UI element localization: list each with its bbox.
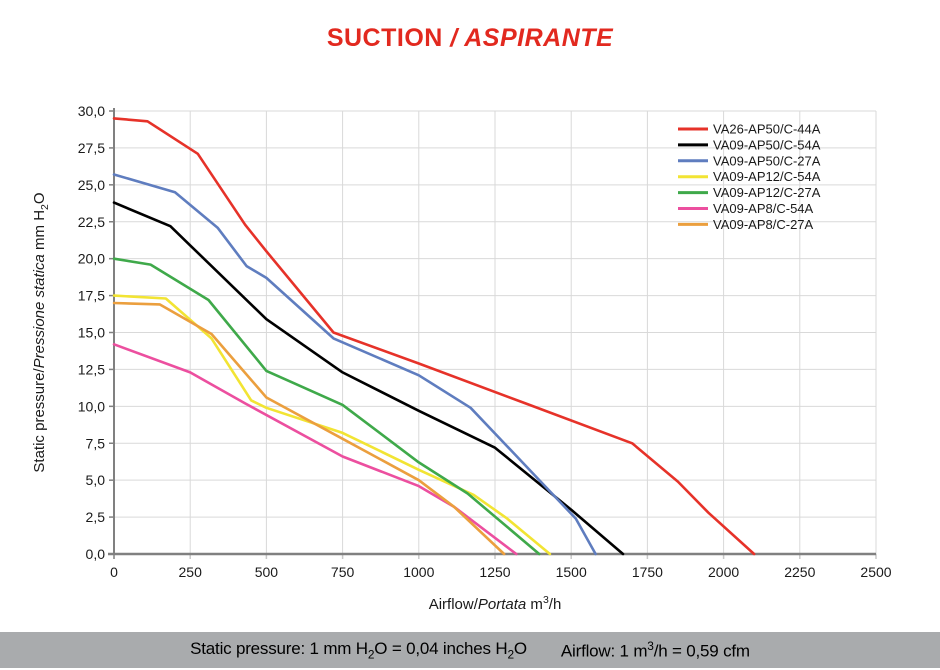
legend-label: VA09-AP50/C-27A (713, 153, 821, 168)
legend-label: VA09-AP12/C-27A (713, 185, 821, 200)
text-part: 3 (542, 594, 549, 606)
legend-item: VA09-AP12/C-27A (678, 185, 821, 200)
legend-label: VA26-AP50/C-44A (713, 122, 821, 137)
text-part: 3 (647, 638, 654, 653)
text-part: m (526, 596, 543, 613)
text-part: mm H (31, 209, 48, 255)
legend-label: VA09-AP50/C-54A (713, 137, 821, 152)
text-part: /h = 0,59 cfm (653, 641, 750, 661)
footer-note-pressure: Static pressure: 1 mm H2O = 0,04 inches … (190, 639, 527, 661)
series-line-VA09-AP50/C-27A (112, 173, 597, 556)
y-tick-label: 2,5 (86, 509, 106, 525)
series-line-VA09-AP50/C-54A (112, 201, 625, 556)
page-title: SUCTION / ASPIRANTE (0, 24, 940, 53)
x-tick-label: 500 (255, 564, 279, 580)
x-tick-label: 1000 (403, 564, 434, 580)
text-part: 2 (507, 647, 514, 662)
text-part: 2 (367, 647, 375, 662)
legend-label: VA09-AP8/C-27A (713, 217, 814, 232)
y-tick-label: 30,0 (78, 103, 105, 119)
y-tick-label: 27,5 (78, 140, 105, 156)
y-axis-title: Static pressure/Pressione statica mm H2O (31, 111, 53, 554)
series-line-VA09-AP8/C-27A (112, 301, 506, 556)
text-part: Airflow/ (428, 596, 478, 613)
text-part: / ASPIRANTE (450, 24, 614, 52)
x-tick-label: 250 (179, 564, 203, 580)
y-tick-label: 10,0 (78, 398, 105, 414)
text-part: Airflow: 1 m (560, 641, 648, 661)
text-part: 2 (39, 204, 51, 210)
x-tick-label: 1500 (556, 564, 587, 580)
series-line-VA09-AP8/C-54A (112, 342, 518, 556)
y-tick-label: 5,0 (86, 472, 106, 488)
y-tick-label: 17,5 (78, 288, 105, 304)
legend-item: VA09-AP50/C-54A (678, 137, 821, 152)
legend-item: VA26-AP50/C-44A (678, 122, 821, 137)
x-tick-label: 1750 (632, 564, 663, 580)
y-tick-label: 20,0 (78, 251, 105, 267)
x-tick-label: 750 (331, 564, 355, 580)
x-axis-title: Airflow/Portata m3/h (114, 594, 876, 613)
text-part: /h (548, 596, 562, 613)
x-tick-label: 2250 (784, 564, 815, 580)
y-tick-label: 22,5 (78, 214, 105, 230)
text-part: Static pressure: 1 mm H (190, 638, 368, 658)
footer-note-airflow: Airflow: 1 m3/h = 0,59 cfm (561, 639, 750, 662)
series-line-VA09-AP12/C-27A (112, 257, 541, 556)
y-tick-label: 12,5 (78, 361, 105, 377)
y-tick-label: 15,0 (78, 325, 105, 341)
text-part: O (513, 638, 527, 658)
y-tick-label: 25,0 (78, 177, 105, 193)
legend-item: VA09-AP50/C-27A (678, 153, 821, 168)
legend-label: VA09-AP12/C-54A (713, 169, 821, 184)
series-line-VA26-AP50/C-44A (112, 117, 756, 556)
x-tick-label: 2500 (860, 564, 891, 580)
y-tick-label: 0,0 (86, 546, 106, 562)
y-tick-label: 7,5 (86, 435, 106, 451)
text-part: O (31, 192, 48, 205)
footer-bar: Static pressure: 1 mm H2O = 0,04 inches … (0, 632, 940, 668)
text-part: Portata (477, 596, 527, 613)
legend-item: VA09-AP12/C-54A (678, 169, 821, 184)
legend-item: VA09-AP8/C-27A (678, 217, 814, 232)
x-tick-label: 2000 (708, 564, 739, 580)
series-line-VA09-AP12/C-54A (112, 294, 552, 556)
x-tick-label: 0 (110, 564, 118, 580)
text-part: SUCTION (326, 24, 451, 52)
legend-label: VA09-AP8/C-54A (713, 201, 814, 216)
x-tick-label: 1250 (479, 564, 510, 580)
text-part: O = 0,04 inches H (374, 638, 508, 658)
text-part: Pressione statica (31, 254, 48, 369)
legend: VA26-AP50/C-44AVA09-AP50/C-54AVA09-AP50/… (678, 122, 821, 232)
text-part: Static pressure/ (31, 368, 48, 473)
legend-item: VA09-AP8/C-54A (678, 201, 814, 216)
suction-performance-chart: 0 250 500 750 1000 1250 1500 1750 2000 2250 2500 0,… (78, 103, 892, 580)
